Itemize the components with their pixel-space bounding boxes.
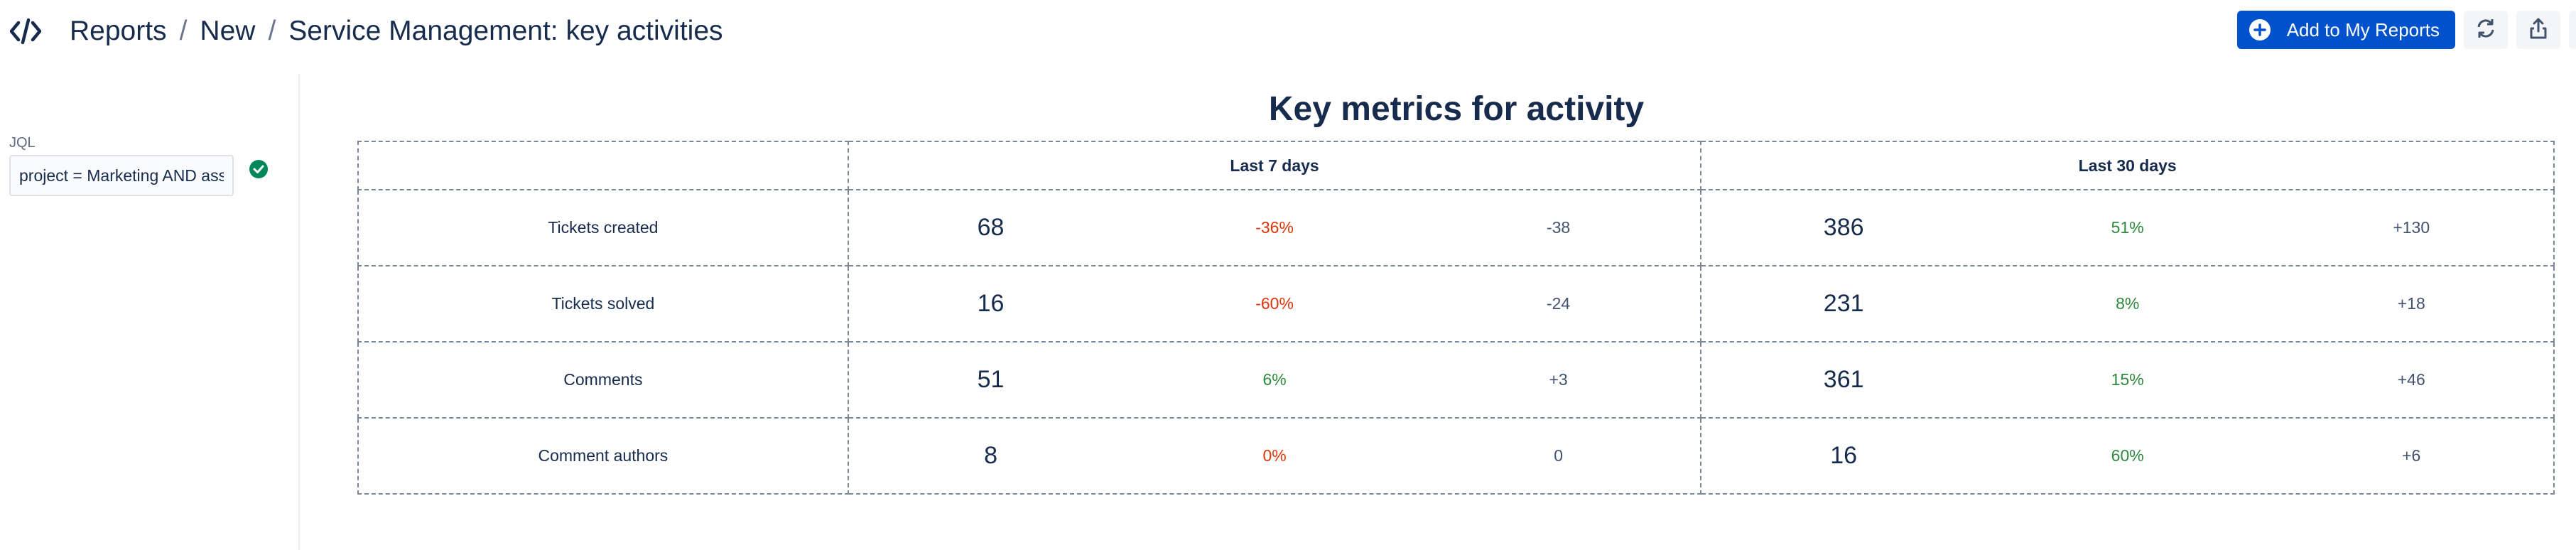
metric-absolute-change: +130 [2393,218,2430,237]
metric-percent-change: -36% [1255,218,1294,237]
metric-value: 16 [1830,442,1858,469]
metric-absolute-change: +46 [2397,370,2425,389]
breadcrumb-new[interactable]: New [200,16,256,46]
code-icon[interactable] [9,17,42,45]
metric-cell-month: 361 15% +46 [1700,341,2555,419]
metric-cell-week: 51 6% +3 [847,341,1702,419]
refresh-button[interactable] [2464,11,2508,49]
more-button[interactable] [2569,11,2576,49]
refresh-icon [2474,17,2497,43]
metric-percent-change: 6% [1262,370,1287,389]
metric-percent-change: 0% [1262,446,1287,465]
metric-value: 386 [1823,214,1864,241]
period-header-last-30-days: Last 30 days [1700,141,2555,190]
add-to-my-reports-label: Add to My Reports [2286,18,2440,41]
metrics-table: Last 7 days Last 30 days Tickets created… [357,141,2555,495]
table-row: Comment authors 8 0% 0 16 60% +6 [357,417,2555,495]
metric-absolute-change: +3 [1549,370,1568,389]
add-to-my-reports-button[interactable]: Add to My Reports [2236,11,2455,49]
metric-label: Comments [357,341,849,419]
metric-absolute-change: -38 [1546,218,1571,237]
table-header-row: Last 7 days Last 30 days [357,141,2555,190]
metric-absolute-change: 0 [1554,446,1563,465]
metric-value: 16 [977,290,1005,317]
metric-cell-month: 231 8% +18 [1700,265,2555,343]
jql-label: JQL [9,135,36,151]
header-actions: Add to My Reports [2236,10,2576,50]
check-circle-icon [249,159,269,179]
metric-value: 231 [1823,290,1864,317]
plus-circle-icon [2248,18,2271,41]
jql-input[interactable] [9,155,234,196]
table-row: Tickets created 68 -36% -38 386 51% +130 [357,189,2555,266]
breadcrumb-reports[interactable]: Reports [70,16,167,46]
share-icon [2528,17,2549,43]
report-title: Key metrics for activity [1268,90,1645,128]
table-row: Comments 51 6% +3 361 15% +46 [357,341,2555,419]
breadcrumb-separator: / [268,16,276,46]
table-row: Tickets solved 16 -60% -24 231 8% +18 [357,265,2555,343]
metric-absolute-change: +18 [2397,294,2425,313]
sidebar: JQL [0,74,300,550]
metric-value: 361 [1823,366,1864,393]
metric-percent-change: 8% [2116,294,2140,313]
metric-value: 51 [977,366,1005,393]
share-button[interactable] [2516,11,2560,49]
metric-percent-change: 15% [2111,370,2144,389]
metric-cell-week: 68 -36% -38 [847,189,1702,266]
metric-percent-change: 51% [2111,218,2144,237]
metric-value: 68 [977,214,1005,241]
metric-label: Tickets created [357,189,849,266]
metric-value: 8 [984,442,997,469]
metric-absolute-change: +6 [2402,446,2421,465]
metric-cell-month: 16 60% +6 [1700,417,2555,495]
metric-cell-week: 8 0% 0 [847,417,1702,495]
breadcrumb-separator: / [179,16,188,46]
page-title: Service Management: key activities [288,16,723,46]
empty-header-cell [357,141,849,190]
breadcrumb: Reports / New / Service Management: key … [70,13,723,50]
metric-absolute-change: -24 [1546,294,1571,313]
metric-percent-change: 60% [2111,446,2144,465]
header: Reports / New / Service Management: key … [0,0,2576,65]
metric-percent-change: -60% [1255,294,1294,313]
metric-cell-month: 386 51% +130 [1700,189,2555,266]
period-header-last-7-days: Last 7 days [847,141,1702,190]
metric-cell-week: 16 -60% -24 [847,265,1702,343]
metric-label: Comment authors [357,417,849,495]
metric-label: Tickets solved [357,265,849,343]
